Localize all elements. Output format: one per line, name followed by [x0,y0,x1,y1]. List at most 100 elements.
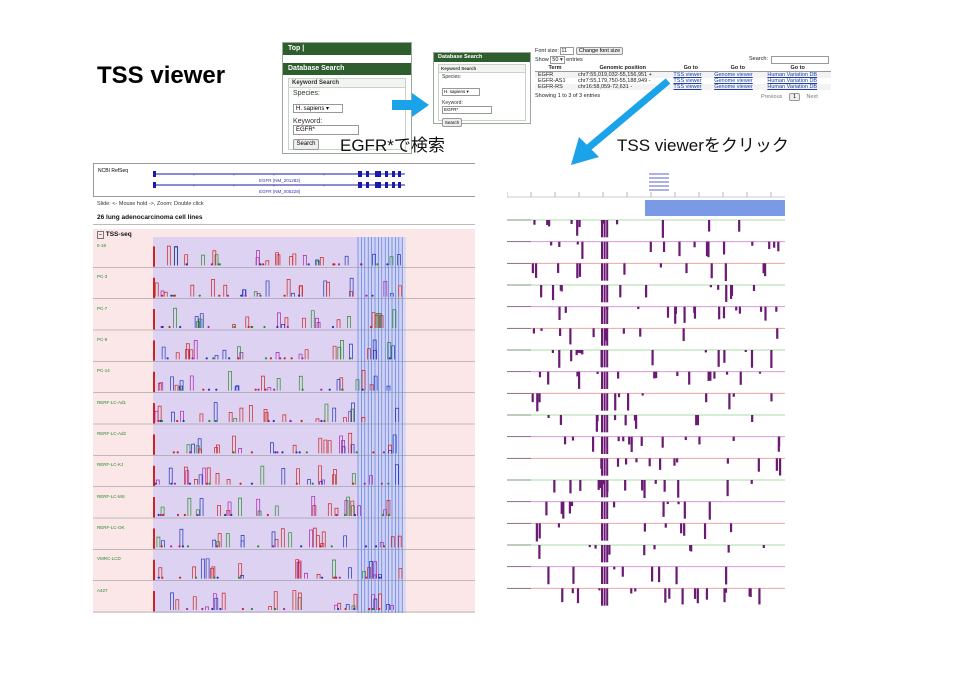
tss-bar [601,545,603,563]
tss-bar [601,588,603,606]
species-select[interactable]: H. sapiens ▾ [442,88,480,96]
tss-dot [301,357,304,360]
tss-bar [535,523,538,542]
column-header-term[interactable]: Term [535,65,576,72]
tss-dot [161,576,164,579]
human-variation-link[interactable]: Human Variation DB [767,78,818,84]
collapse-toggle-icon[interactable]: − [97,231,104,239]
search-button[interactable]: Search [442,118,462,127]
tss-bar [601,371,603,389]
tss-bar [592,328,595,338]
tss-peak [222,349,227,360]
column-header-goto-genome[interactable]: Go to [711,65,765,72]
tss-bar [608,545,611,555]
keyword-input[interactable]: EGFR* [442,106,492,114]
tss-peak [348,567,352,579]
genome-viewer-link[interactable]: Genome viewer [714,72,753,78]
tss-dot [176,451,179,454]
previous-button[interactable]: Previous [761,94,783,100]
tss-peak [357,505,361,516]
tss-dot [335,576,338,579]
tss-bar [601,350,603,368]
page-1-button[interactable]: 1 [788,93,800,101]
tss-dot [182,419,185,423]
tss-bar [633,415,637,421]
tss-dot [333,576,336,579]
tss-peak [195,509,200,516]
tss-bar [663,480,666,492]
species-select[interactable]: H. sapiens ▾ [293,104,343,113]
human-variation-link[interactable]: Human Variation DB [767,84,818,90]
tss-peak [174,246,178,266]
tss-bar [606,306,609,324]
tss-peak [215,472,220,485]
tss-peak [194,316,199,328]
font-size-input[interactable]: 11 [560,47,575,55]
tss-bar [534,263,538,278]
tss-bar [614,393,617,411]
tss-peak [321,479,325,485]
tss-peak [280,528,285,548]
search-button[interactable]: Search [293,139,319,150]
click-caption: TSS viewerをクリック [617,136,789,155]
tss-bar [758,588,761,605]
keyword-input[interactable]: EGFR* [293,125,359,135]
human-variation-link[interactable]: Human Variation DB [767,72,818,78]
tss-dot [382,545,386,548]
tss-seq-tracks [93,237,475,613]
tss-bar [572,566,575,584]
tss-peak [193,340,198,360]
chevron-down-icon: ▾ [466,89,469,94]
tss-bar [729,523,733,533]
tss-dot [297,294,301,297]
tss-peak [373,375,378,391]
column-header-goto-variation[interactable]: Go to [764,65,831,72]
top-tab[interactable]: Top [288,45,301,52]
tss-peak [332,559,336,579]
tss-bar [726,480,729,497]
table-row: EGFR chr7:55,019,032-55,156,951 + TSS vi… [535,71,831,78]
tss-viewer-link[interactable]: TSS viewer [673,84,702,90]
tss-bar [777,241,780,252]
tss-peak [275,252,279,266]
genome-viewer-link[interactable]: Genome viewer [714,78,753,84]
tss-bar [558,306,561,321]
tss-dot [353,513,357,517]
tss-dot [335,513,338,517]
tss-viewer-link[interactable]: TSS viewer [673,72,702,78]
tss-bar [578,220,581,228]
next-button[interactable]: Next [806,94,818,100]
tss-peak [348,432,353,454]
tss-dot [301,388,304,391]
tss-viewer-link[interactable]: TSS viewer [673,78,702,84]
entries-select[interactable]: 50 ▾ [550,56,565,64]
tss-peak [315,317,319,328]
tss-peak [157,405,162,422]
tss-peak [189,349,194,360]
tss-bar [664,588,667,603]
tss-dot [157,513,160,517]
tss-dot [161,513,165,517]
font-size-label: Font size: [535,48,559,54]
column-header-goto-tss[interactable]: Go to [670,65,712,72]
tss-dot [250,482,254,485]
tss-dot [259,294,262,297]
tss-peak [170,592,174,610]
tss-peak [316,321,321,328]
tss-bar [634,588,637,592]
column-header-position[interactable]: Genomic position [575,65,671,72]
search-results-panel: Font size: 11 Change font size Show 50 ▾… [535,47,831,117]
tss-bar [637,306,640,310]
table-search-input[interactable] [771,56,829,64]
change-font-size-button[interactable]: Change font size [575,47,624,55]
tss-bar [698,436,701,445]
tss-peak [332,407,337,422]
tss-bar [732,436,735,441]
tss-bar [735,306,738,311]
tss-dot [353,607,356,611]
tss-dot [269,357,272,360]
genome-viewer-link[interactable]: Genome viewer [714,84,753,90]
tss-bar [666,306,670,318]
tss-peak [398,567,403,579]
tss-bar [768,241,771,250]
